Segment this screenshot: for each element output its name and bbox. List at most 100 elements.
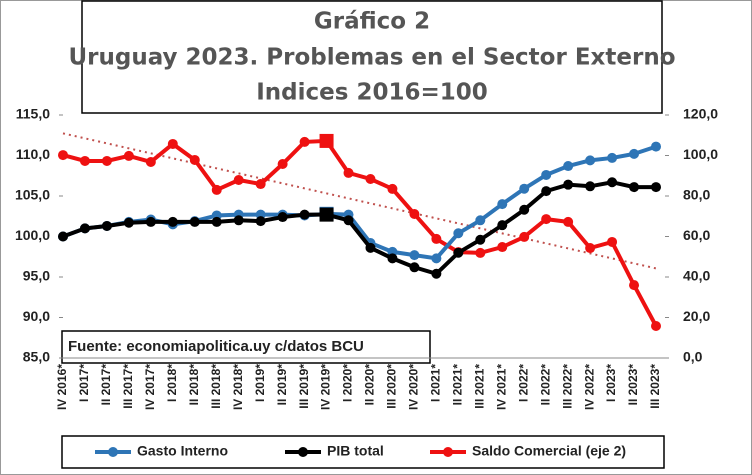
point — [541, 214, 552, 225]
x-tick-label: IV 2018* — [231, 364, 245, 410]
point — [519, 183, 530, 194]
source: Fuente: economiapolitica.uy c/datos BCU — [68, 338, 364, 355]
x-tick-label: III 2023* — [648, 364, 662, 409]
point — [79, 223, 90, 234]
x-tick-label: I 2018* — [165, 364, 179, 402]
point — [453, 228, 464, 239]
point — [167, 216, 178, 227]
point — [629, 280, 640, 291]
point — [189, 154, 200, 165]
y-tick-label: 90,0 — [23, 308, 50, 324]
x-tick-label: IV 2021* — [494, 364, 508, 410]
point — [629, 182, 640, 193]
point-highlight — [319, 133, 334, 148]
point — [101, 155, 112, 166]
y2-tick-label: 60,0 — [683, 227, 710, 243]
point — [475, 247, 486, 258]
x-tick-label: I 2023* — [604, 364, 618, 402]
y2-tick-label: 40,0 — [683, 268, 710, 284]
x-tick-label: II 2022* — [538, 364, 552, 406]
point — [167, 138, 178, 149]
point — [299, 209, 310, 220]
point — [651, 141, 661, 152]
point — [123, 217, 134, 228]
point — [387, 183, 398, 194]
legend-marker — [298, 447, 308, 457]
y-tick-label: 105,0 — [15, 187, 50, 203]
point — [563, 216, 574, 227]
point — [79, 155, 90, 166]
x-tick-label: IV 2016* — [55, 364, 69, 410]
x-tick-label: III 2020* — [385, 364, 399, 409]
series-line — [62, 180, 656, 277]
chart-title: Gráfico 2 — [314, 9, 430, 35]
legend-label: Gasto Interno — [137, 443, 228, 459]
legend-label: Saldo Comercial (eje 2) — [472, 443, 626, 459]
y-tick-label: 100,0 — [15, 227, 50, 243]
y2-tick-label: 100,0 — [683, 146, 718, 162]
y-tick-label: 85,0 — [23, 349, 50, 365]
point — [365, 173, 376, 184]
y2-tick-label: 20,0 — [683, 308, 710, 324]
legend-label: PIB total — [327, 443, 384, 459]
point — [585, 243, 596, 254]
point — [453, 247, 464, 258]
y2-tick-label: 0,0 — [683, 349, 703, 365]
x-tick-label: IV 2017* — [143, 364, 157, 410]
chart-title: Indices 2016=100 — [256, 80, 488, 106]
x-tick-label: III 2019* — [297, 364, 311, 409]
y-tick-label: 95,0 — [23, 268, 50, 284]
point — [189, 216, 200, 227]
point — [475, 234, 486, 245]
point — [431, 253, 442, 264]
x-tick-label: I 2022* — [516, 364, 530, 402]
x-tick-label: III 2017* — [121, 364, 135, 409]
point — [431, 268, 442, 279]
x-tick-label: IV 2022* — [582, 364, 596, 410]
point — [211, 184, 222, 195]
point — [255, 216, 266, 227]
x-tick-label: IV 2019* — [319, 364, 333, 410]
point — [497, 199, 508, 210]
point — [277, 159, 288, 170]
chart-title: Uruguay 2023. Problemas en el Sector Ext… — [68, 45, 675, 71]
point — [585, 155, 596, 166]
point — [58, 150, 68, 161]
point — [629, 148, 640, 159]
point — [409, 262, 420, 273]
point — [343, 167, 354, 178]
x-tick-label: I 2021* — [429, 364, 443, 402]
point — [409, 209, 420, 220]
point — [123, 150, 134, 161]
point — [519, 231, 530, 242]
x-tick-label: I 2020* — [341, 364, 355, 402]
title-box — [81, 0, 663, 114]
point — [431, 233, 442, 244]
point — [607, 177, 618, 188]
point — [299, 136, 310, 147]
point — [233, 175, 244, 186]
series-line — [62, 138, 658, 327]
point — [519, 204, 530, 215]
point — [563, 179, 574, 190]
x-tick-label: II 2020* — [363, 364, 377, 406]
point — [541, 186, 552, 197]
point — [497, 220, 508, 231]
point — [343, 215, 354, 226]
point — [145, 216, 156, 227]
y-tick-label: 110,0 — [16, 146, 50, 162]
x-tick-label: II 2021* — [451, 364, 465, 406]
x-tick-label: II 2023* — [626, 364, 640, 406]
x-tick-label: II 2018* — [187, 364, 201, 406]
x-tick-label: I 2017* — [77, 364, 91, 402]
point — [387, 253, 398, 264]
x-tick-label: IV 2020* — [407, 364, 421, 410]
point-highlight — [319, 207, 334, 222]
point — [475, 215, 486, 226]
point — [255, 179, 266, 190]
point — [563, 161, 574, 172]
point — [58, 231, 68, 242]
y2-tick-label: 80,0 — [683, 187, 710, 203]
point — [607, 236, 618, 247]
point — [277, 212, 288, 223]
